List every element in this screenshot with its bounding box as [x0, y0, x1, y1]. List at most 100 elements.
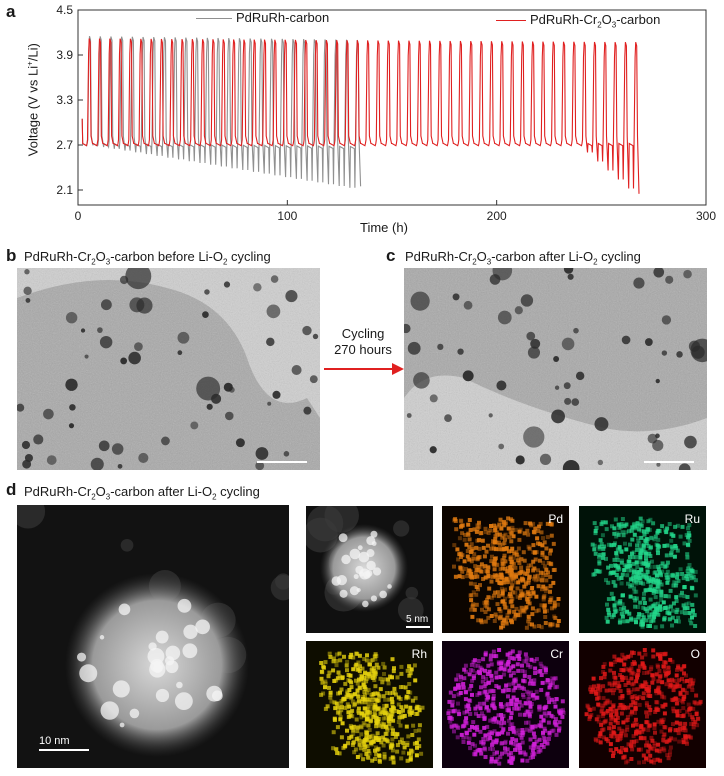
eds-pixel [323, 681, 328, 686]
eds-pixel [532, 745, 537, 750]
eds-pixel [526, 592, 531, 596]
eds-pixel [633, 705, 638, 710]
eds-pixel [528, 705, 533, 709]
eds-pixel [492, 619, 497, 623]
eds-pixel [597, 559, 602, 564]
eds-pixel [500, 589, 505, 594]
eds-pixel [521, 692, 525, 697]
eds-map-o: O [579, 641, 706, 768]
eds-pixel [611, 703, 616, 707]
eds-pixel [348, 655, 353, 660]
eds-pixel [622, 662, 627, 667]
eds-pixel [476, 714, 481, 718]
eds-pixel [390, 657, 395, 662]
eds-pixel [497, 547, 502, 552]
bright-cluster [165, 645, 181, 661]
eds-pixel [551, 580, 556, 585]
eds-pixel [667, 752, 672, 757]
eds-pixel [685, 577, 690, 582]
eds-pixel [667, 617, 672, 622]
eds-pixel [524, 625, 529, 630]
eds-pixel [467, 568, 472, 573]
eds-pixel [361, 697, 365, 701]
eds-pixel [671, 573, 676, 578]
eds-pixel [642, 736, 647, 741]
cycling-arrow-label: Cycling 270 hours [322, 326, 404, 358]
eds-pixel [553, 685, 558, 690]
eds-pixel [587, 707, 592, 712]
eds-pixel [509, 549, 514, 553]
eds-pixel [531, 529, 536, 534]
eds-pixel [677, 678, 682, 683]
eds-pixel [535, 573, 540, 578]
eds-pixel [611, 704, 616, 709]
eds-pixel [643, 561, 648, 566]
eds-pixel [656, 664, 661, 669]
eds-pixel [472, 582, 477, 587]
eds-pixel [395, 732, 400, 737]
eds-pixel [382, 704, 387, 708]
eds-pixel [338, 717, 343, 722]
eds-pixel [483, 733, 488, 738]
legend-line-red [496, 20, 526, 22]
eds-pixel [625, 724, 630, 729]
eds-pixel [466, 704, 471, 708]
eds-pixel [331, 746, 336, 751]
eds-pixel [677, 739, 682, 744]
eds-pixel [548, 561, 553, 566]
eds-pixel [651, 654, 656, 659]
eds-pixel [645, 569, 650, 574]
eds-pixel [505, 569, 510, 574]
eds-pixel [358, 753, 363, 758]
eds-pixel [475, 526, 480, 531]
eds-pixel [472, 575, 477, 579]
eds-pixel [469, 662, 474, 667]
eds-pixel [624, 675, 628, 680]
eds-pixel [517, 650, 522, 655]
eds-pixel [605, 619, 610, 624]
eds-pixel [447, 709, 452, 713]
eds-pixel [454, 723, 459, 728]
eds-pixel [652, 564, 657, 569]
eds-pixel [619, 675, 624, 680]
eds-pixel [339, 735, 344, 740]
eds-pixel [621, 755, 626, 760]
eds-pixel [372, 654, 377, 659]
nanoparticle [255, 461, 265, 470]
eds-pixel [500, 575, 505, 580]
nanoparticle [253, 283, 262, 292]
nanoparticle [206, 403, 213, 410]
background-particle [397, 597, 424, 623]
eds-pixel [532, 576, 537, 581]
eds-pixel [591, 572, 596, 577]
eds-pixel [612, 570, 617, 575]
eds-pixel [371, 673, 376, 678]
eds-pixel [383, 697, 388, 702]
eds-pixel [616, 522, 621, 527]
eds-pixel [691, 725, 696, 730]
eds-pixel [601, 720, 606, 725]
eds-pixel [625, 727, 630, 732]
eds-pixel [529, 727, 534, 732]
eds-pixel [662, 748, 667, 753]
eds-pixel [513, 747, 517, 752]
eds-pixel [373, 684, 378, 689]
eds-pixel [598, 740, 603, 745]
eds-pixel [661, 735, 666, 739]
eds-pixel [665, 605, 670, 610]
eds-pixel [642, 601, 647, 605]
eds-pixel [520, 758, 525, 763]
eds-pixel [679, 667, 684, 672]
eds-pixel [498, 661, 503, 666]
eds-pixel [552, 600, 557, 605]
eds-pixel [456, 709, 461, 714]
nanoparticle [463, 300, 473, 310]
eds-pixel [527, 714, 532, 719]
eds-pixel [662, 617, 667, 622]
eds-pixel [542, 726, 547, 731]
y-tick-label: 2.1 [56, 183, 73, 197]
eds-pixel [355, 667, 360, 672]
eds-pixel [393, 734, 398, 739]
eds-pixel [374, 752, 379, 757]
